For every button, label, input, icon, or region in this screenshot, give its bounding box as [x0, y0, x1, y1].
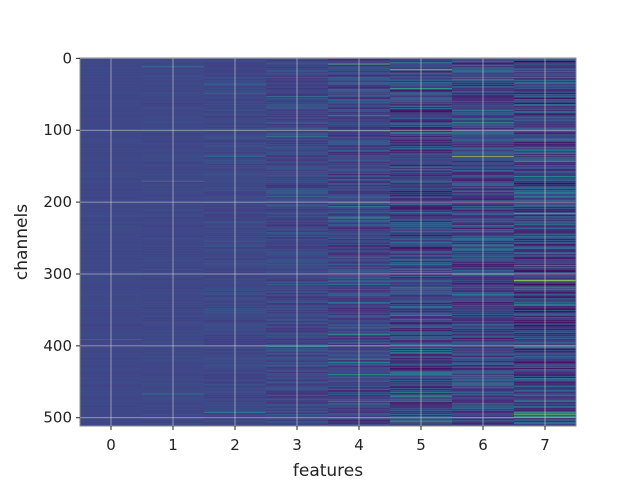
y-tick-label: 400	[43, 337, 72, 355]
x-tick-label: 5	[416, 436, 426, 454]
plot-frame	[79, 57, 577, 427]
y-tick-label: 500	[43, 409, 72, 427]
y-axis-ticks: 0 100 200 300 400 500	[43, 49, 80, 427]
grid-lines	[80, 57, 576, 426]
y-tick-label: 200	[43, 193, 72, 211]
y-tick-label: 0	[62, 49, 72, 67]
x-tick-label: 1	[168, 436, 178, 454]
y-tick-label: 100	[43, 121, 72, 139]
x-tick-label: 2	[230, 436, 240, 454]
x-tick-label: 6	[478, 436, 488, 454]
heatmap-cells	[80, 58, 577, 427]
x-axis-ticks: 0 1 2 3 4 5 6 7	[106, 426, 550, 454]
x-tick-label: 4	[354, 436, 364, 454]
x-tick-label: 7	[540, 436, 550, 454]
x-tick-label: 0	[106, 436, 116, 454]
y-axis-label: channels	[12, 204, 32, 280]
x-axis-label: features	[293, 461, 363, 480]
x-tick-label: 3	[292, 436, 302, 454]
y-tick-label: 300	[43, 265, 72, 283]
